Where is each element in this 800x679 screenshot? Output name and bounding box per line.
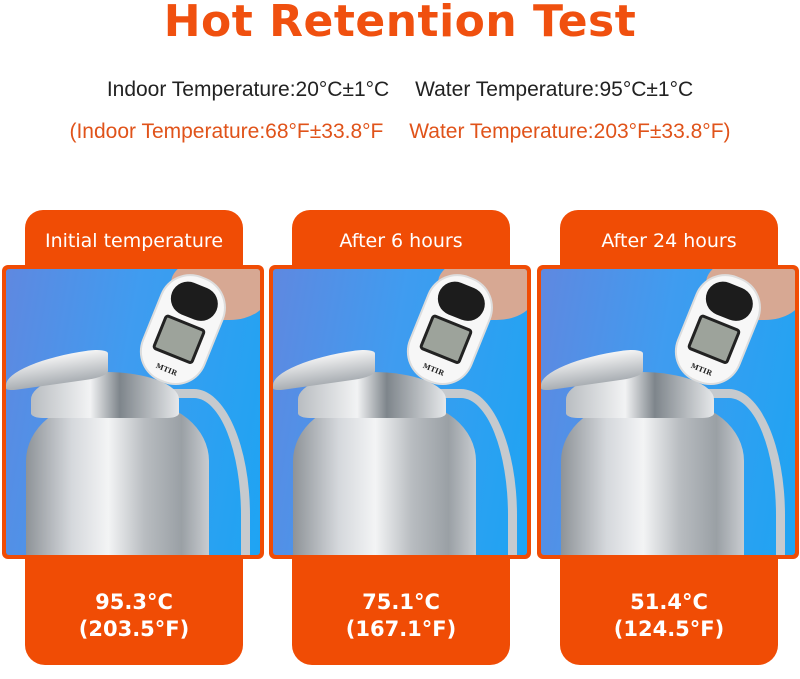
water-temp-f: Water Temperature:203°F±33.8°F) [409,120,731,143]
card-label: After 6 hours [292,210,510,268]
reading-celsius: 95.3°C [95,590,173,614]
temperature-reading: 95.3°C (203.5°F) [25,557,243,665]
pitcher-photo: MTIR [541,269,795,555]
pitcher-handle [704,389,785,555]
indoor-temp-c: Indoor Temperature:20°C±1°C [106,78,390,101]
result-card-24h: After 24 hours MTIR 51.4°C (124.5°F) [537,210,799,666]
photo-frame: MTIR [537,265,799,559]
pitcher-photo: MTIR [6,269,260,555]
indoor-temp-f: (Indoor Temperature:68°F±33.8°F [69,120,384,143]
reading-fahrenheit: (203.5°F) [78,617,190,641]
card-label: After 24 hours [560,210,778,268]
pitcher-handle [436,389,517,555]
pitcher-photo: MTIR [273,269,527,555]
reading-fahrenheit: (124.5°F) [613,617,725,641]
photo-frame: MTIR [269,265,531,559]
water-temp-c: Water Temperature:95°C±1°C [415,78,694,101]
pitcher-body [26,400,210,555]
conditions-celsius: Indoor Temperature:20°C±1°C Water Temper… [0,78,800,102]
photo-frame: MTIR [2,265,264,559]
pitcher-body [293,400,477,555]
temperature-reading: 75.1°C (167.1°F) [292,557,510,665]
page-title: Hot Retention Test [163,0,637,47]
temperature-reading: 51.4°C (124.5°F) [560,557,778,665]
pitcher-handle [169,389,250,555]
reading-celsius: 51.4°C [630,590,708,614]
card-label: Initial temperature [25,210,243,268]
pitcher-body [561,400,745,555]
result-card-6h: After 6 hours MTIR 75.1°C (167.1°F) [269,210,531,666]
conditions-fahrenheit: (Indoor Temperature:68°F±33.8°F Water Te… [0,120,800,144]
reading-fahrenheit: (167.1°F) [345,617,457,641]
reading-celsius: 75.1°C [362,590,440,614]
result-card-initial: Initial temperature MTIR 95.3°C (203.5°F… [2,210,264,666]
